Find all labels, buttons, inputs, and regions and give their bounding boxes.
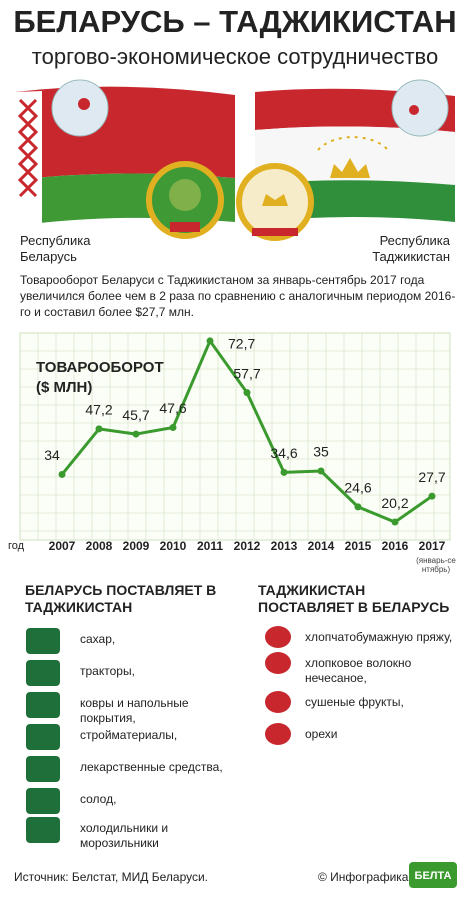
belta-logo-box (409, 862, 457, 888)
globe (391, 79, 449, 137)
icon (265, 626, 291, 648)
x-tick-label: 2016 (382, 539, 409, 553)
value-label: 20,2 (381, 495, 408, 511)
annotation-line: (январь-се (416, 556, 456, 565)
point (132, 430, 140, 438)
list-item: холодильники и морозильники (80, 821, 169, 850)
point (243, 389, 251, 397)
belarus-emblem (146, 161, 224, 239)
country-label: Республика Таджикистан (372, 233, 450, 264)
x-tick-label: 2012 (234, 539, 261, 553)
list-item: лекарственные средства, (80, 760, 223, 774)
chart: ТОВАРООБОРОТ ($ МЛН) год 34 2007 47,2 2008 45,7… (8, 332, 456, 574)
subtitle: торгово-экономическое сотрудничество (31, 44, 439, 69)
credit: © Инфографика (318, 870, 409, 884)
x-tick-label: 2015 (345, 539, 372, 553)
value-label: 47,6 (159, 400, 186, 416)
point (391, 518, 399, 526)
value-label: 45,7 (122, 407, 149, 423)
x-tick-label: 2014 (308, 539, 335, 553)
icon (26, 660, 60, 686)
list-item: стройматериалы, (80, 728, 178, 742)
point (58, 470, 66, 478)
description: Товарооборот Беларуси с Таджикистаном за… (20, 273, 456, 319)
point (169, 424, 177, 432)
point (317, 467, 325, 475)
point (206, 337, 214, 345)
source: Источник: Белстат, МИД Беларуси. (14, 870, 209, 884)
globe-marker (78, 98, 90, 110)
value-label: 72,7 (228, 336, 255, 352)
x-tick-label: 2008 (86, 539, 113, 553)
icon (265, 691, 291, 713)
list-item: орехи (305, 727, 338, 741)
country-label: Республика Беларусь (20, 233, 91, 264)
list-item: хлопчатобумажную пряжу, (305, 630, 453, 644)
x-tick-label: 2010 (160, 539, 187, 553)
annotation: (январь-се нтябрь) (416, 556, 456, 574)
value-label: 35 (313, 444, 329, 460)
value-label: 24,6 (344, 480, 371, 496)
icon (26, 628, 60, 654)
x-tick-label: 2009 (123, 539, 150, 553)
exports-title: БЕЛАРУСЬ ПОСТАВЛЯЕТ В ТАДЖИКИСТАН (25, 582, 217, 615)
list-item: хлопковое волокно нечесаное, (305, 656, 412, 685)
value-label: 27,7 (418, 469, 445, 485)
list-item: тракторы, (80, 664, 135, 678)
imports-title: ТАДЖИКИСТАН ПОСТАВЛЯЕТ В БЕЛАРУСЬ (258, 582, 450, 615)
point (354, 503, 362, 511)
icon (265, 723, 291, 745)
icon (26, 756, 60, 782)
list-item: солод, (80, 792, 117, 806)
point (95, 425, 103, 433)
x-tick-label: 2013 (271, 539, 298, 553)
point (428, 492, 436, 500)
annotation-line: нтябрь) (422, 565, 451, 574)
icon (26, 724, 60, 750)
x-tick-label: 2017 (419, 539, 446, 553)
list-item: сахар, (80, 632, 116, 646)
icon (26, 817, 60, 843)
logo: БЕЛТА (414, 870, 452, 882)
value-label: 57,7 (233, 365, 260, 381)
icon (26, 788, 60, 814)
value-label: 34 (44, 447, 60, 463)
globe-marker (409, 105, 419, 115)
chart-title-line: ($ МЛН) (36, 379, 92, 396)
x-tick-label: 2007 (49, 539, 76, 553)
x-axis-label: год (8, 540, 25, 552)
value-label: 34,6 (270, 445, 297, 461)
chart-title: ТОВАРООБОРОТ ($ МЛН) (36, 359, 164, 396)
x-tick-label: 2011 (197, 539, 223, 553)
list-item: сушеные фрукты, (305, 695, 404, 709)
value-label: 47,2 (85, 402, 112, 418)
title: БЕЛАРУСЬ – ТАДЖИКИСТАН (13, 4, 457, 39)
icon (26, 692, 60, 718)
point (280, 468, 288, 476)
tajikistan-emblem (236, 163, 314, 241)
list-item: ковры и напольные покрытия, (80, 696, 189, 725)
icon (265, 652, 291, 674)
chart-title-line: ТОВАРООБОРОТ (36, 359, 164, 376)
